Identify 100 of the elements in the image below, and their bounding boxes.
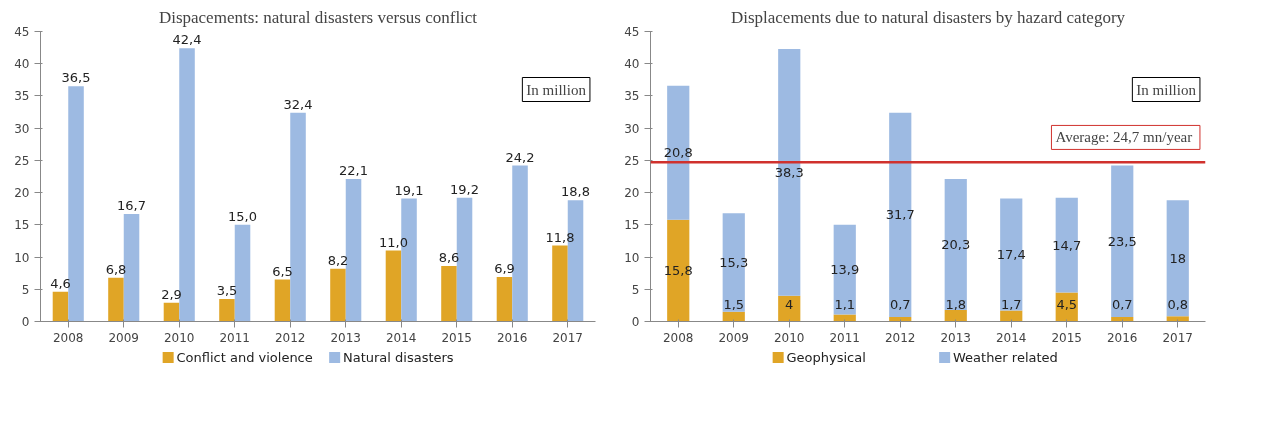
y-tick-label: 35 xyxy=(624,89,640,104)
x-tick-label: 2017 xyxy=(1162,330,1194,345)
y-tick-label: 10 xyxy=(14,250,30,265)
x-tick-label: 2013 xyxy=(330,330,362,345)
data-label: 22,1 xyxy=(339,163,368,179)
x-tick-label: 2012 xyxy=(884,330,916,345)
bar xyxy=(219,298,235,322)
bar xyxy=(833,314,856,322)
x-tick-label: 2016 xyxy=(1106,330,1138,345)
bar xyxy=(1055,197,1078,293)
bar xyxy=(345,179,362,322)
bar xyxy=(1166,316,1189,322)
bar xyxy=(1000,198,1023,311)
data-label: 1,7 xyxy=(1000,297,1022,313)
bar xyxy=(68,86,84,322)
data-label: 4,6 xyxy=(50,275,71,291)
bar xyxy=(179,48,195,322)
data-label: 0,7 xyxy=(1111,297,1133,313)
bar xyxy=(552,245,568,322)
data-label: 36,5 xyxy=(61,70,91,86)
y-tick-label: 25 xyxy=(14,153,30,168)
x-tick-label: 2009 xyxy=(108,330,140,345)
annotation: In million xyxy=(526,81,587,98)
bar xyxy=(512,165,528,322)
data-label: 15,3 xyxy=(719,255,749,271)
bar xyxy=(52,291,69,322)
legend-label: Weather related xyxy=(952,350,1058,365)
data-label: 1,5 xyxy=(723,297,745,313)
y-tick-label: 30 xyxy=(14,121,30,136)
data-label: 8,2 xyxy=(327,252,349,268)
y-tick-label: 15 xyxy=(624,218,640,233)
data-label: 6,9 xyxy=(494,261,515,277)
x-tick-label: 2008 xyxy=(662,330,694,345)
x-tick-label: 2012 xyxy=(274,330,306,345)
data-label: 4 xyxy=(785,297,794,313)
data-label: 18,8 xyxy=(561,184,590,200)
data-label: 0,7 xyxy=(889,297,911,313)
y-tick-label: 0 xyxy=(631,315,640,329)
data-label: 6,8 xyxy=(105,261,127,277)
data-label: 1,8 xyxy=(945,297,967,313)
data-label: 16,7 xyxy=(117,198,146,214)
x-tick-label: 2011 xyxy=(219,330,251,345)
y-tick-label: 5 xyxy=(631,282,640,297)
bar xyxy=(1000,310,1023,322)
data-label: 17,4 xyxy=(996,246,1026,262)
x-tick-label: 2016 xyxy=(496,330,528,345)
legend-label: Natural disasters xyxy=(342,350,454,365)
x-tick-label: 2014 xyxy=(995,330,1027,345)
y-tick-label: 25 xyxy=(624,153,640,168)
y-tick-label: 45 xyxy=(624,25,640,39)
bar xyxy=(163,302,180,322)
x-tick-label: 2017 xyxy=(552,330,584,345)
data-label: 3,5 xyxy=(216,283,238,299)
y-tick-label: 5 xyxy=(21,282,30,297)
bar xyxy=(496,277,513,322)
x-tick-label: 2009 xyxy=(718,330,750,345)
ref-line-label: Average: 24,7 mn/year xyxy=(1055,129,1193,146)
data-label: 23,5 xyxy=(1107,233,1137,249)
y-tick-label: 40 xyxy=(624,57,640,72)
data-label: 42,4 xyxy=(172,32,202,48)
chart-title: Displacements due to natural disasters by hazard category xyxy=(730,7,1126,27)
data-label: 13,9 xyxy=(830,262,860,278)
x-tick-label: 2015 xyxy=(441,330,473,345)
data-label: 2,9 xyxy=(161,286,182,302)
bar xyxy=(234,224,251,322)
x-tick-label: 2014 xyxy=(385,330,417,345)
data-label: 11,8 xyxy=(545,229,575,245)
x-tick-label: 2010 xyxy=(163,330,195,345)
annotation: In million xyxy=(1136,81,1197,98)
y-tick-label: 10 xyxy=(624,250,640,265)
bar xyxy=(108,277,124,322)
x-tick-label: 2008 xyxy=(52,330,84,345)
data-label: 19,2 xyxy=(450,181,479,197)
x-tick-label: 2011 xyxy=(829,330,861,345)
data-label: 6,5 xyxy=(272,263,293,279)
data-label: 20,3 xyxy=(941,236,971,252)
data-label: 4,5 xyxy=(1056,297,1078,313)
bar xyxy=(330,268,346,322)
y-tick-label: 20 xyxy=(624,186,640,201)
y-tick-label: 40 xyxy=(14,57,30,72)
chart-title: Dispacements: natural disasters versus conflict xyxy=(158,7,478,27)
data-label: 11,0 xyxy=(379,234,408,250)
data-label: 15,0 xyxy=(228,208,257,224)
y-tick-label: 45 xyxy=(14,25,30,39)
data-label: 32,4 xyxy=(283,96,313,112)
data-label: 24,2 xyxy=(505,149,535,165)
data-label: 19,1 xyxy=(394,182,424,198)
bar xyxy=(290,112,306,322)
y-tick-label: 0 xyxy=(21,315,30,329)
y-tick-label: 15 xyxy=(14,218,30,233)
data-label: 18 xyxy=(1169,250,1187,266)
bar xyxy=(274,279,291,322)
y-tick-label: 30 xyxy=(624,121,640,136)
data-label: 20,8 xyxy=(663,145,693,161)
legend-label: Geophysical xyxy=(786,350,866,365)
bar xyxy=(441,266,457,322)
x-tick-label: 2013 xyxy=(940,330,972,345)
legend-label: Conflict and violence xyxy=(176,350,313,365)
x-tick-label: 2010 xyxy=(773,330,805,345)
data-label: 38,3 xyxy=(774,164,804,180)
